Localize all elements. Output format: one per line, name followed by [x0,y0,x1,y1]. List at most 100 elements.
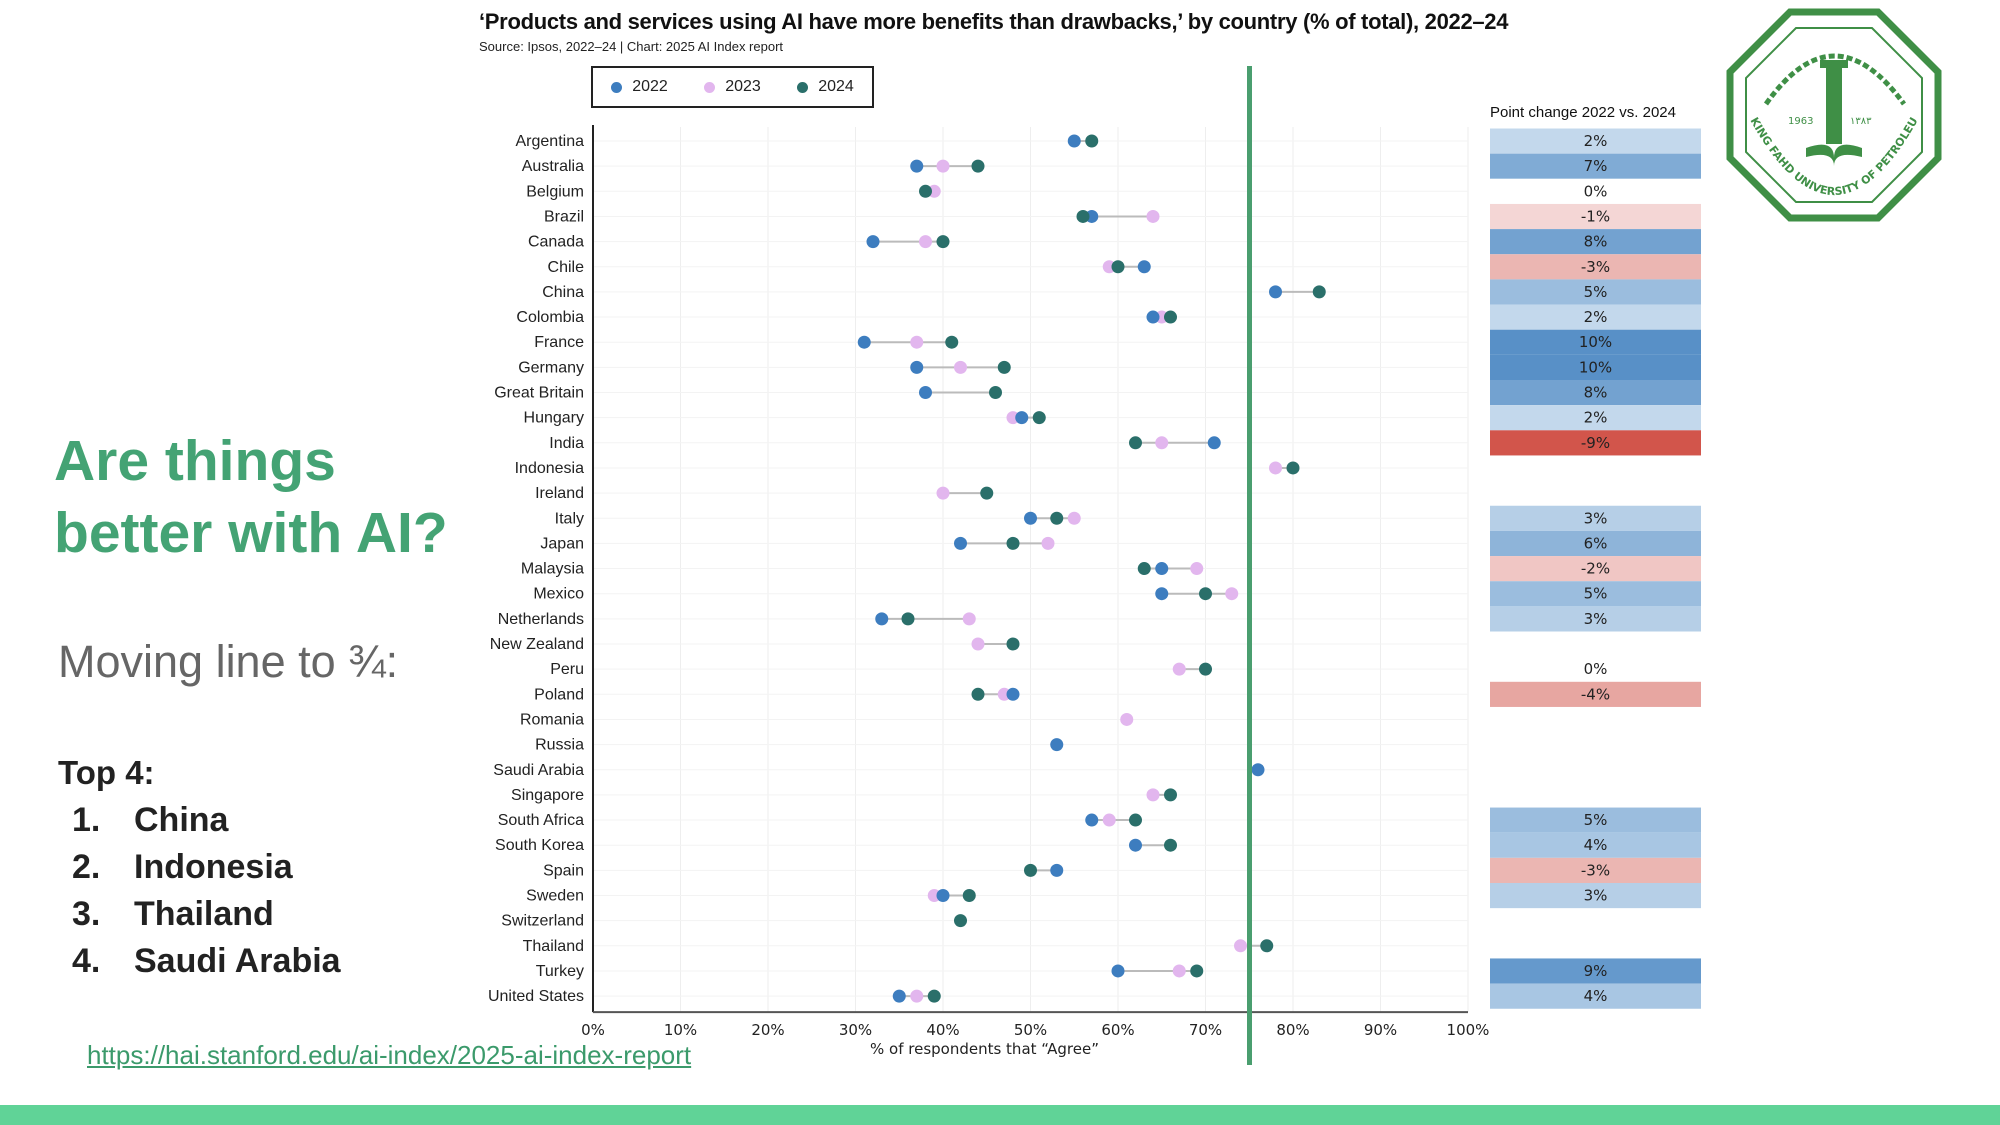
dot-2024 [945,335,959,349]
svg-text:١٣٨٣: ١٣٨٣ [1850,116,1872,127]
point-change-value: 4% [1584,987,1608,1005]
svg-text:1963: 1963 [1788,116,1813,127]
dot-2022 [1006,687,1020,701]
dot-2023 [954,360,967,374]
dot-2023 [1225,587,1239,601]
item-name: China [134,801,229,839]
country-label: Malaysia [521,561,584,578]
point-change-value: 10% [1579,358,1612,376]
point-change-value: 7% [1584,157,1608,175]
country-label: Great Britain [494,385,584,402]
country-label: Mexico [533,586,584,603]
x-tick-label: 50% [1014,1021,1047,1039]
country-label: Japan [540,535,584,552]
dot-2022 [857,335,871,349]
dot-2022 [919,386,932,399]
dot-2022 [936,889,950,902]
point-change-header: Point change 2022 vs. 2024 [1490,104,1676,121]
dot-2023 [1120,712,1134,726]
country-label: Australia [522,158,584,175]
dot-2024 [1111,260,1125,274]
legend-dot-icon [797,81,809,93]
top-list-item: 3. Thailand [72,891,341,938]
point-change-cell [1490,178,1701,204]
dot-2024 [1076,209,1090,223]
dot-2024 [1032,411,1046,425]
top-list-item: 2. Indonesia [72,844,341,891]
dot-2024 [927,989,941,1003]
point-change-cell [1490,128,1701,154]
dot-2024 [1129,813,1142,827]
point-change-value: 9% [1584,962,1608,980]
x-axis-label: % of respondents that “Agree” [870,1040,1099,1058]
dot-2023 [919,235,932,249]
heading-line-1: Are things [54,429,336,493]
country-label: Hungary [524,410,584,427]
country-label: Netherlands [498,611,584,628]
item-number: 2. [72,848,101,886]
dot-2023 [1067,511,1081,525]
point-change-cell [1490,857,1701,883]
dot-2022 [910,159,924,173]
country-label: Colombia [516,309,584,326]
dot-2023 [1269,461,1282,475]
country-label: India [549,435,584,452]
chart-legend: 2022 2023 2024 [591,66,874,108]
country-label: South Africa [498,812,584,829]
point-change-cell [1490,681,1701,707]
point-change-value: 5% [1584,283,1608,301]
dot-2022 [1155,562,1169,576]
dot-2024 [1050,511,1064,525]
dot-2024 [1164,310,1177,324]
point-change-cell [1490,354,1701,380]
slide-heading: Are things better with AI? [54,425,448,569]
x-tick-label: 100% [1447,1021,1490,1039]
item-name: Indonesia [134,848,293,886]
x-tick-label: 90% [1364,1021,1397,1039]
x-tick-label: 70% [1189,1021,1222,1039]
dot-2024 [962,889,976,902]
dot-2023 [936,486,950,500]
point-change-cell [1490,883,1701,909]
dot-2024 [1024,863,1037,877]
point-change-cell [1490,229,1701,255]
kfupm-logo: 1963 ١٣٨٣ KING FAHD UNIVERSITY OF PETROL… [1726,8,1942,222]
dot-2023 [1190,562,1204,576]
dot-2024 [1286,461,1300,475]
x-tick-label: 20% [751,1021,784,1039]
dot-2024 [997,360,1011,374]
legend-label: 2022 [632,78,668,95]
top-list-label: Top 4: [58,754,155,791]
x-tick-label: 10% [664,1021,697,1039]
point-change-value: -3% [1581,258,1610,276]
point-change-cell [1490,983,1701,1009]
dot-2023 [936,159,950,173]
country-label: Peru [550,661,584,678]
legend-dot-icon [611,81,623,93]
point-change-cell [1490,405,1701,431]
dot-2023 [1234,939,1247,953]
source-link[interactable]: https://hai.stanford.edu/ai-index/2025-a… [87,1040,692,1070]
point-change-value: 4% [1584,836,1608,854]
dot-2022 [1129,838,1142,852]
slide-subheading: Moving line to ¾: [58,636,399,687]
dot-2022 [892,989,906,1003]
x-tick-label: 80% [1276,1021,1309,1039]
point-change-value: -2% [1581,560,1610,578]
dot-2023 [910,989,924,1003]
point-change-cell [1490,304,1701,330]
country-label: Singapore [511,787,584,804]
legend-label: 2024 [818,78,854,95]
dot-2022 [1085,813,1099,827]
item-number: 1. [72,801,101,839]
country-label: Sweden [526,888,584,905]
country-label: Romania [520,711,584,728]
dot-2024 [1164,788,1177,802]
dot-2023 [1155,436,1169,450]
top-list-item: 1. China [72,797,341,844]
point-change-cell [1490,958,1701,984]
x-tick-label: 40% [926,1021,959,1039]
point-change-cell [1490,279,1701,305]
dot-2023 [910,335,924,349]
dot-2023 [1146,788,1160,802]
